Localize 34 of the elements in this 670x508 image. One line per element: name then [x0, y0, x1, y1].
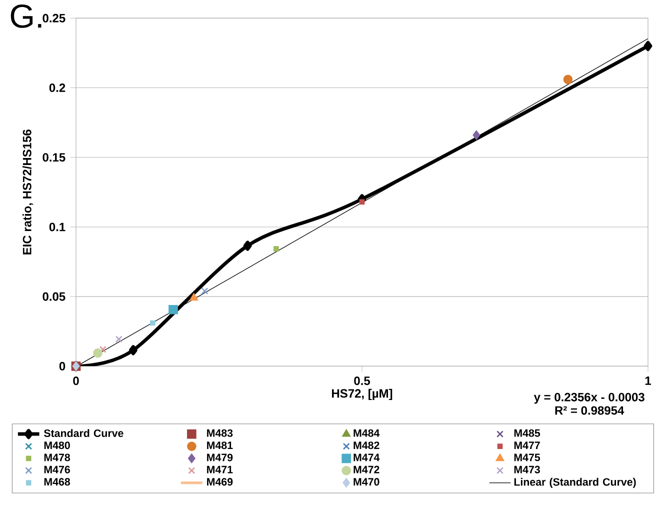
- x-axis-title: HS72, [µM]: [332, 388, 392, 400]
- x-tick-label: 0.5: [354, 376, 370, 385]
- legend-label: M477: [514, 442, 540, 449]
- legend-label: M484: [354, 429, 380, 437]
- y-tick-label: 0.1: [49, 222, 66, 232]
- legend-label: Linear (Standard Curve): [514, 478, 636, 488]
- legend-label: M483: [207, 429, 233, 437]
- legend-label: M472: [354, 466, 380, 474]
- y-tick-label: 0: [59, 362, 66, 370]
- y-tick-label: 0.2: [49, 83, 66, 92]
- y-tick-label: 0.05: [42, 292, 66, 301]
- x-tick-label: 0: [73, 376, 79, 385]
- legend-label: Standard Curve: [44, 429, 124, 437]
- chart-title: G.: [10, 4, 42, 28]
- legend-label: M475: [514, 454, 540, 462]
- legend-label: M476: [44, 466, 70, 474]
- legend-label: M474: [354, 454, 380, 462]
- legend-label: M478: [44, 454, 70, 462]
- legend-label: M481: [207, 442, 233, 450]
- legend-label: M479: [207, 454, 233, 462]
- legend-label: M471: [207, 466, 233, 474]
- y-tick-label: 0.25: [42, 14, 66, 22]
- text: R² = 0.98954: [555, 406, 624, 415]
- y-tick-label: 0.15: [42, 153, 66, 162]
- legend-label: M482: [354, 442, 380, 450]
- legend-label: M485: [514, 429, 540, 437]
- x-tick-label: 1: [645, 376, 651, 385]
- legend-label: M469: [207, 478, 233, 486]
- y-axis-title: EIC ratio, HS72/HS156: [22, 130, 34, 254]
- legend-label: M468: [44, 478, 70, 486]
- legend-label: M473: [514, 466, 540, 474]
- text: y = 0.2356x - 0.0003: [534, 392, 644, 404]
- legend-label: M480: [44, 442, 70, 450]
- legend-label: M470: [354, 478, 380, 486]
